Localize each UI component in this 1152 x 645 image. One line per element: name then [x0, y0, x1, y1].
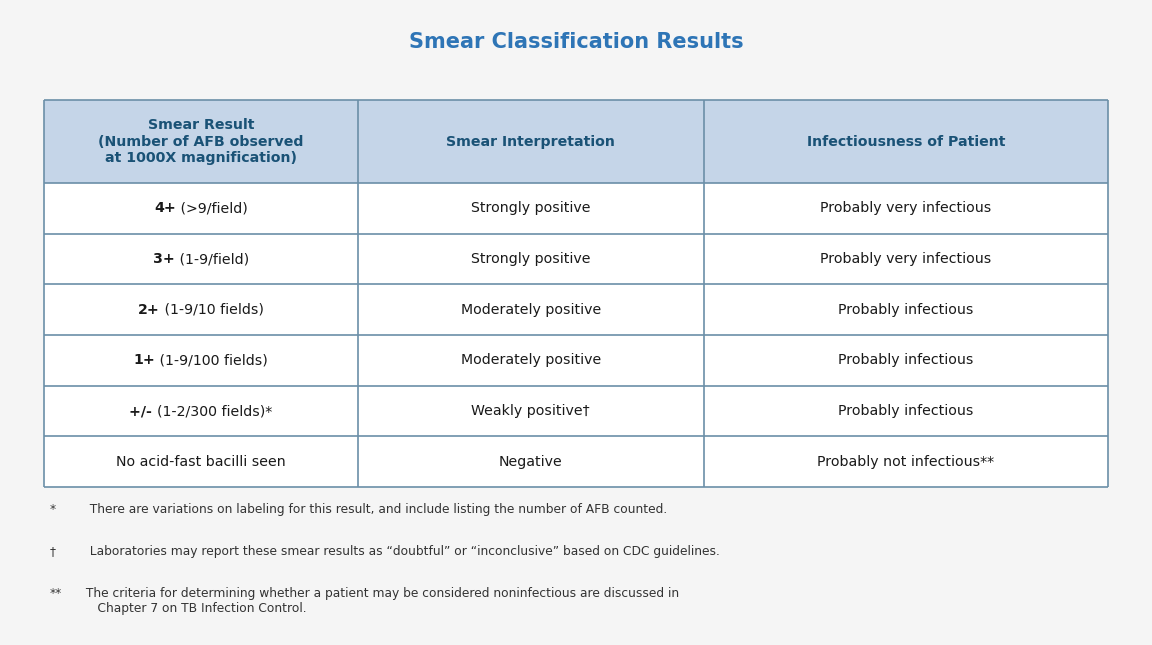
Text: Moderately positive: Moderately positive: [461, 353, 601, 368]
Text: Probably not infectious**: Probably not infectious**: [818, 455, 994, 469]
Text: Smear Classification Results: Smear Classification Results: [409, 32, 743, 52]
Text: (1-9/10 fields): (1-9/10 fields): [160, 303, 264, 317]
Text: No acid-fast bacilli seen: No acid-fast bacilli seen: [116, 455, 286, 469]
Text: Negative: Negative: [499, 455, 562, 469]
Text: Strongly positive: Strongly positive: [471, 201, 591, 215]
Text: *: *: [50, 503, 55, 516]
Text: +/-: +/-: [129, 404, 157, 418]
Bar: [44, 335, 1108, 386]
Text: Probably infectious: Probably infectious: [839, 353, 973, 368]
Text: 1+: 1+: [134, 353, 156, 368]
Text: 4+: 4+: [154, 201, 176, 215]
Text: Smear Result
(Number of AFB observed
at 1000X magnification): Smear Result (Number of AFB observed at …: [98, 119, 303, 164]
Text: The criteria for determining whether a patient may be considered noninfectious a: The criteria for determining whether a p…: [82, 587, 679, 615]
Text: **: **: [50, 587, 62, 600]
Text: (1-9/100 fields): (1-9/100 fields): [156, 353, 268, 368]
Text: Probably very infectious: Probably very infectious: [820, 252, 992, 266]
Bar: [44, 386, 1108, 437]
Text: †: †: [50, 545, 55, 558]
Text: (>9/field): (>9/field): [176, 201, 248, 215]
Text: 3+: 3+: [153, 252, 175, 266]
Bar: [44, 183, 1108, 234]
Text: Infectiousness of Patient: Infectiousness of Patient: [806, 135, 1006, 148]
Text: Laboratories may report these smear results as “doubtful” or “inconclusive” base: Laboratories may report these smear resu…: [82, 545, 720, 558]
Text: (1-2/300 fields)*: (1-2/300 fields)*: [157, 404, 272, 418]
Text: Moderately positive: Moderately positive: [461, 303, 601, 317]
Bar: [44, 100, 1108, 183]
Bar: [44, 234, 1108, 284]
Text: Smear Interpretation: Smear Interpretation: [446, 135, 615, 148]
Text: Weakly positive†: Weakly positive†: [471, 404, 590, 418]
Text: Probably very infectious: Probably very infectious: [820, 201, 992, 215]
Text: 2+: 2+: [138, 303, 160, 317]
Bar: [44, 284, 1108, 335]
Text: Probably infectious: Probably infectious: [839, 303, 973, 317]
Text: There are variations on labeling for this result, and include listing the number: There are variations on labeling for thi…: [82, 503, 667, 516]
Text: Probably infectious: Probably infectious: [839, 404, 973, 418]
Text: (1-9/field): (1-9/field): [175, 252, 249, 266]
Bar: [44, 437, 1108, 487]
Text: Strongly positive: Strongly positive: [471, 252, 591, 266]
